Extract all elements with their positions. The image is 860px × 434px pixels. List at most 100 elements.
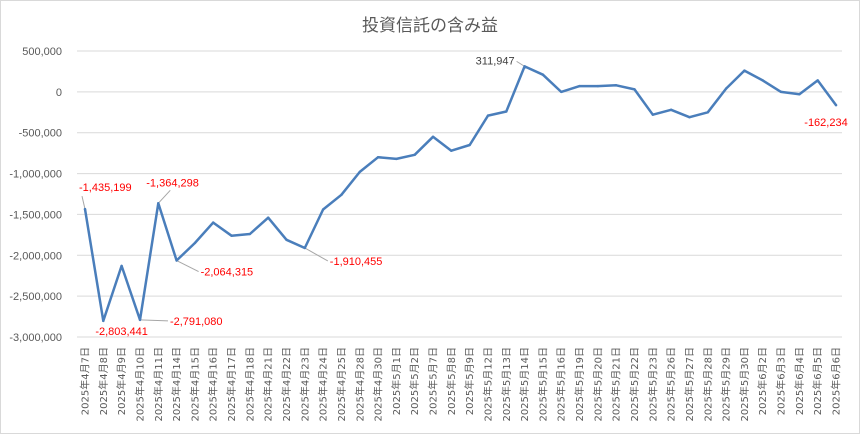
data-label: -1,435,199 [79,182,132,194]
data-point [578,84,581,88]
data-point [413,153,416,156]
x-tick-label: 2025年6月4日 [793,347,806,415]
data-point [230,234,233,237]
label-leader-line [516,60,525,67]
data-point [669,108,673,112]
y-tick-label: -1,500,000 [9,209,62,221]
data-labels: -1,435,199 -2,803,441 -2,791,080 -1,364,298… [79,55,848,338]
x-tick-label: 2025年4月15日 [188,347,201,422]
chart-title: 投資信託の含み益 [362,16,498,36]
data-point [431,135,435,138]
data-point [120,264,123,268]
data-label: -162,234 [804,117,847,129]
y-tick-label: 0 [56,87,62,99]
data-point [706,111,709,114]
data-point [266,216,270,219]
x-tick-label: 2025年5月7日 [427,347,440,415]
x-tick-label: 2025年4月24日 [317,347,330,422]
y-tick-label: -3,000,000 [9,332,62,344]
data-label: -2,064,315 [201,267,254,279]
data-point [743,69,746,72]
x-tick-label: 2025年5月13日 [500,347,513,422]
x-tick-label: 2025年5月12日 [481,347,494,422]
data-label: -1,910,455 [330,256,383,268]
y-tick-label: -2,500,000 [9,291,62,303]
x-axis-ticks: 2025年4月7日 2025年4月8日 2025年4月9日 2025年4月10日 202… [79,347,843,422]
data-point [468,143,471,147]
data-point [523,65,526,68]
x-tick-label: 2025年5月27日 [683,347,696,422]
data-label: -2,803,441 [95,326,148,338]
data-point [505,110,508,113]
x-tick-label: 2025年5月15日 [536,347,549,422]
data-point [816,79,819,82]
gridlines [77,50,842,338]
x-tick-label: 2025年5月20日 [591,347,604,422]
label-leader-line [176,260,199,272]
data-point [560,90,563,94]
data-point [450,149,453,152]
data-point [358,170,361,174]
data-point [651,113,655,116]
data-point [376,156,380,159]
x-tick-label: 2025年4月11日 [152,347,165,422]
x-tick-label: 2025年4月28日 [353,347,366,422]
x-tick-label: 2025年4月21日 [262,347,275,422]
x-tick-label: 2025年4月8日 [97,347,110,415]
x-tick-label: 2025年5月21日 [610,347,623,422]
data-point [138,318,142,322]
label-leader-line [304,247,329,262]
x-tick-label: 2025年4月22日 [280,347,293,422]
x-tick-label: 2025年4月10日 [133,347,146,422]
data-point [486,114,490,117]
data-point [193,241,197,245]
x-tick-label: 2025年6月5日 [811,347,824,415]
data-point [157,202,160,205]
data-label: 311,947 [476,55,515,67]
data-point [303,246,307,250]
x-tick-label: 2025年4月25日 [335,347,348,422]
x-tick-label: 2025年5月8日 [445,347,458,415]
x-tick-label: 2025年5月2日 [408,347,421,415]
x-tick-label: 2025年4月16日 [207,347,220,422]
data-point [102,319,105,323]
x-tick-label: 2025年4月7日 [79,347,92,415]
x-tick-label: 2025年4月17日 [225,347,238,422]
label-leader-line [157,190,171,204]
y-tick-label: -1,000,000 [9,169,62,181]
data-point [688,115,691,119]
x-tick-label: 2025年5月14日 [518,347,531,422]
x-tick-label: 2025年4月18日 [243,347,256,422]
data-point [798,93,801,96]
x-tick-label: 2025年5月16日 [555,347,568,422]
y-tick-label: -500,000 [19,128,62,140]
label-leader-line [81,196,86,210]
data-point [761,79,764,82]
data-point [212,221,215,224]
x-tick-label: 2025年5月29日 [720,347,733,422]
data-point [285,238,288,241]
x-tick-label: 2025年6月2日 [756,347,769,415]
data-label: -2,791,080 [170,316,223,328]
series-line [83,65,838,323]
data-point [633,88,636,91]
data-point [395,157,398,161]
y-axis-ticks: 500,000 0 -500,000 -1,000,000 -1,500,000 -2,0… [9,46,62,344]
data-point [340,193,343,197]
data-point [834,103,838,107]
x-tick-label: 2025年4月23日 [298,347,311,422]
x-tick-label: 2025年5月1日 [390,347,403,415]
data-point [541,73,545,76]
x-tick-label: 2025年5月28日 [701,347,714,422]
label-leader-line [139,319,168,322]
label-leaders [81,60,525,322]
data-point [596,84,600,88]
data-point [724,87,728,90]
x-tick-label: 2025年4月30日 [372,347,385,422]
x-tick-label: 2025年5月30日 [738,347,751,422]
y-tick-label: 500,000 [22,46,62,58]
data-point [248,232,252,236]
x-tick-label: 2025年4月9日 [115,347,128,415]
